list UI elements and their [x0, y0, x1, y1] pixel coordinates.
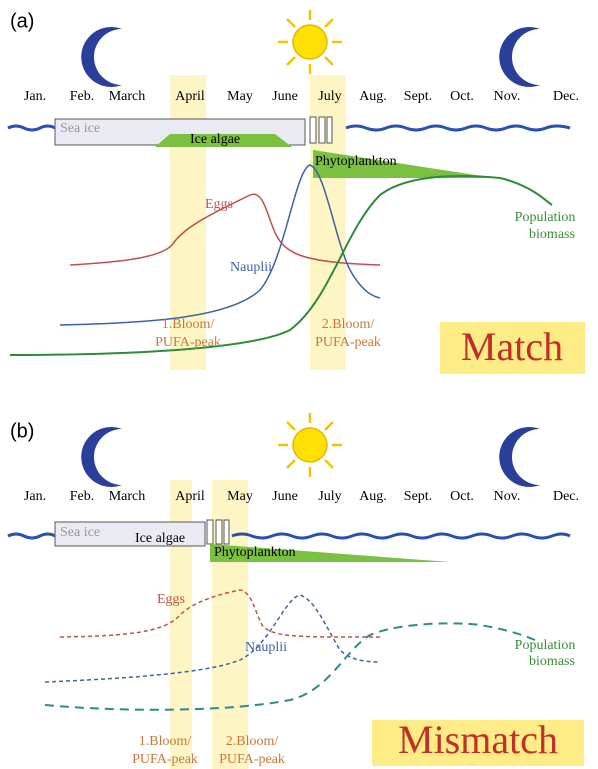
ice-floe: [215, 519, 223, 545]
month-label: Feb.: [70, 489, 95, 504]
month-label: July: [318, 489, 341, 504]
month-label: July: [318, 89, 341, 104]
nauplii-curve: [59, 164, 381, 326]
sea-line: [345, 124, 571, 132]
ice-algae-shape: [155, 134, 292, 147]
month-label: Oct.: [450, 489, 474, 504]
panel-a: (a) Jan. Feb. March April May June July Aug. Sep…: [7, 8, 585, 374]
month-row: Jan. Feb. March April May June July Aug. Sept. Oc…: [24, 489, 579, 504]
month-label: June: [272, 89, 298, 104]
sea-ice-box: [54, 521, 206, 547]
sea-ice-label: Sea ice: [60, 525, 100, 540]
bloom-label: 1.Bloom/: [162, 317, 215, 332]
verdict: Match: [461, 324, 563, 369]
bloom-label: 1.Bloom/: [139, 734, 192, 749]
bloom-label: PUFA-peak: [315, 335, 381, 350]
month-label: Dec.: [553, 489, 579, 504]
panel-label: (b): [10, 420, 34, 442]
month-row: Jan. Feb. March April May June July Aug. Sept. Oc…: [24, 89, 579, 104]
verdict: Mismatch: [398, 717, 558, 762]
eggs-label: Eggs: [205, 197, 233, 212]
ice-floe: [206, 519, 214, 545]
month-label: Dec.: [553, 89, 579, 104]
month-label: May: [227, 89, 253, 104]
bloom-label: PUFA-peak: [132, 752, 198, 767]
month-label: June: [272, 489, 298, 504]
nauplii-label: Nauplii: [245, 640, 287, 655]
phytoplankton-label: Phytoplankton: [214, 545, 296, 560]
month-label: Aug.: [359, 89, 387, 104]
bloom-label: 2.Bloom/: [322, 317, 375, 332]
sea-ice-label: Sea ice: [60, 121, 100, 136]
bloom-label: PUFA-peak: [219, 752, 285, 767]
biomass-curve: [44, 622, 536, 711]
nauplii-label: Nauplii: [230, 260, 272, 275]
sea-line: [7, 532, 56, 540]
eggs-curve: [69, 193, 381, 266]
panel-b: (b) Jan. Feb. March April May June July Aug. Sep…: [7, 411, 584, 769]
moon-icon: [499, 427, 540, 487]
panel-label: (a): [10, 10, 34, 32]
sun-icon: [276, 411, 344, 479]
sun-icon: [276, 8, 344, 76]
moon-icon: [499, 27, 540, 88]
bloom-band: [170, 480, 192, 769]
month-label: Feb.: [70, 89, 95, 104]
moon-icon: [81, 27, 122, 88]
verdict-box: [440, 322, 585, 374]
ice-floe: [223, 519, 230, 545]
month-label: Nov.: [494, 89, 521, 104]
biomass-curve: [9, 174, 553, 356]
biomass-label: biomass: [529, 654, 575, 669]
month-label: Jan.: [24, 89, 46, 104]
sea-line: [7, 124, 56, 132]
month-label: May: [227, 489, 253, 504]
month-label: April: [175, 489, 205, 504]
phytoplankton-shape: [210, 544, 450, 562]
biomass-label: biomass: [529, 227, 575, 242]
month-label: Jan.: [24, 489, 46, 504]
month-label: March: [109, 89, 146, 104]
bloom-label: 2.Bloom/: [226, 734, 279, 749]
ice-algae-label: Ice algae: [190, 132, 240, 147]
verdict-box: [372, 720, 584, 766]
biomass-label: Population: [515, 638, 576, 653]
month-label: Sept.: [404, 89, 432, 104]
month-label: Aug.: [359, 489, 387, 504]
biomass-label: Population: [515, 210, 576, 225]
month-label: March: [109, 489, 146, 504]
phytoplankton-shape: [313, 150, 495, 178]
ice-floe: [309, 116, 317, 144]
ice-floe: [318, 116, 326, 144]
ice-algae-label: Ice algae: [135, 531, 185, 546]
nauplii-curve: [44, 594, 381, 683]
ice-floe: [326, 116, 333, 144]
sea-line: [231, 532, 571, 540]
bloom-label: PUFA-peak: [155, 335, 221, 350]
month-label: April: [175, 89, 205, 104]
eggs-label: Eggs: [157, 592, 185, 607]
month-label: Sept.: [404, 489, 432, 504]
month-label: Nov.: [494, 489, 521, 504]
moon-icon: [81, 427, 122, 487]
eggs-curve: [59, 589, 381, 638]
month-label: Oct.: [450, 89, 474, 104]
phytoplankton-label: Phytoplankton: [315, 154, 397, 169]
